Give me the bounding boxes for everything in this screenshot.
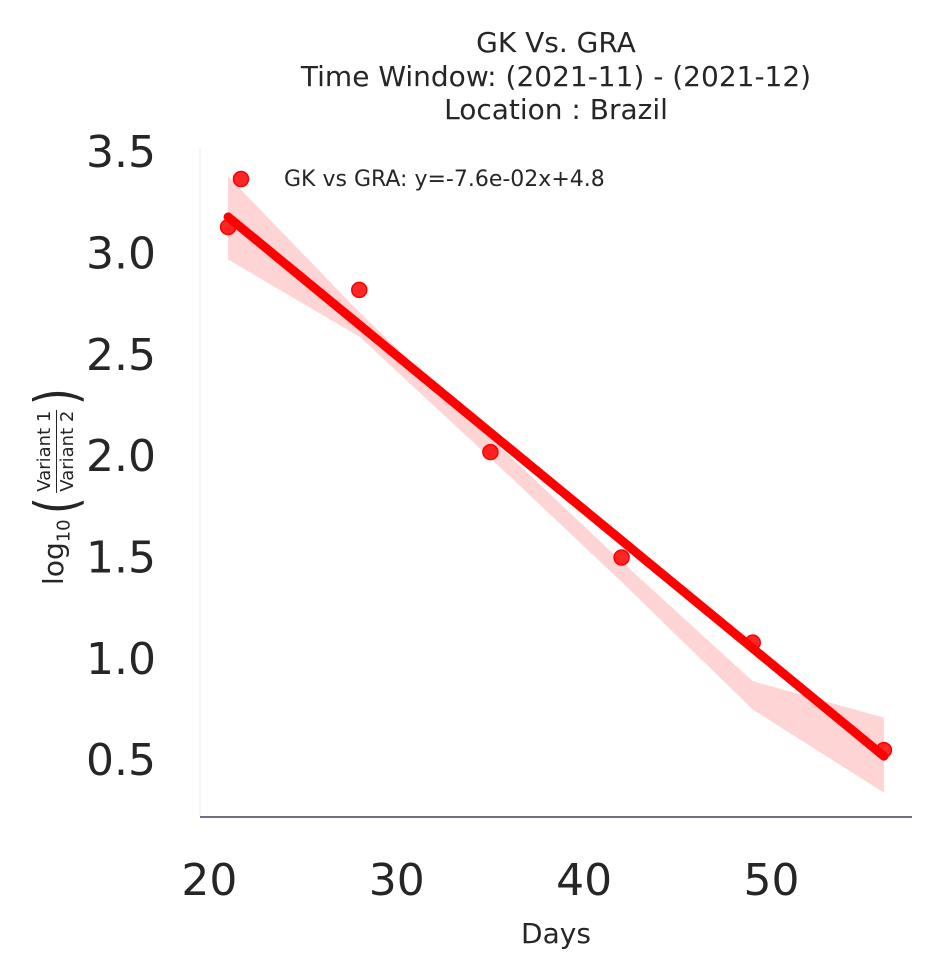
legend-marker	[232, 170, 250, 188]
data-point	[482, 443, 499, 461]
legend-label: GK vs GRA: y=-7.6e-02x+4.8	[284, 167, 605, 192]
x-tick-label: 30	[369, 855, 425, 906]
y-tick-label: 2.0	[86, 431, 156, 482]
confidence-band	[228, 176, 884, 793]
y-tick-label: 0.5	[86, 735, 156, 786]
y-tick-label: 1.0	[86, 634, 156, 685]
x-axis-label: Days	[521, 917, 591, 950]
data-point	[219, 218, 237, 236]
y-tick-label: 3.0	[86, 228, 156, 279]
data-point	[351, 281, 368, 299]
regression-line	[223, 212, 889, 761]
x-tick-label: 40	[556, 855, 612, 906]
y-tick-label: 2.5	[86, 330, 156, 381]
y-tick-label: 1.5	[86, 533, 156, 584]
x-tick-label: 20	[181, 855, 237, 906]
chart-title-line-1: GK Vs. GRA	[476, 26, 636, 59]
y-tick-label: 3.5	[86, 127, 156, 178]
data-point	[744, 634, 761, 651]
data-point	[875, 741, 893, 759]
chart-title-line-3: Location : Brazil	[444, 93, 668, 126]
data-point	[613, 549, 630, 566]
x-tick-label: 50	[743, 855, 799, 906]
chart-title-line-2: Time Window: (2021-11) - (2021-12)	[300, 60, 812, 93]
